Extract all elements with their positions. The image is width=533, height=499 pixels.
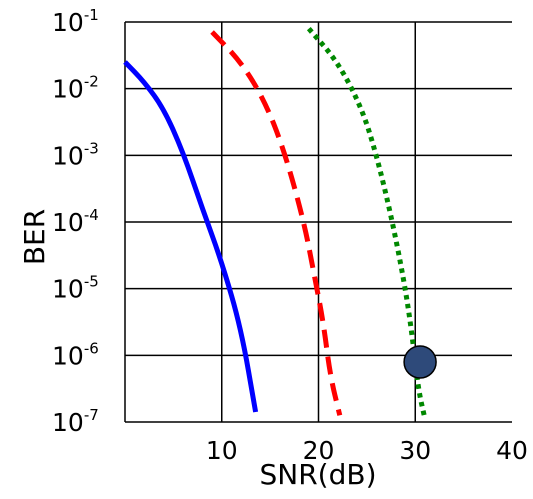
y-tick-label: 10-2: [52, 73, 99, 104]
y-tick-label: 10-4: [52, 206, 99, 237]
y-axis-title: BER: [18, 209, 51, 265]
y-tick-label: 10-7: [52, 406, 99, 437]
x-tick-label: 10: [206, 436, 238, 465]
x-tick-label: 20: [303, 436, 335, 465]
tick-labels: 10 20 30 40 10-1 10-2 10-3 10-4 10-5 10-6 10-7: [52, 6, 528, 465]
y-tick-label: 10-1: [52, 6, 99, 37]
x-axis-title: SNR(dB): [259, 458, 376, 491]
series-curve-1: [123, 60, 259, 413]
y-tick-label: 10-3: [52, 139, 99, 170]
grid: [124, 21, 512, 423]
series-curve-2: [210, 30, 343, 416]
marker-layer: [403, 345, 437, 379]
series-layer: [123, 27, 428, 420]
data-point-marker: [403, 345, 437, 379]
x-tick-label: 40: [496, 436, 528, 465]
x-tick-label: 30: [399, 436, 431, 465]
y-tick-label: 10-5: [52, 273, 99, 304]
y-tick-label: 10-6: [52, 339, 99, 370]
